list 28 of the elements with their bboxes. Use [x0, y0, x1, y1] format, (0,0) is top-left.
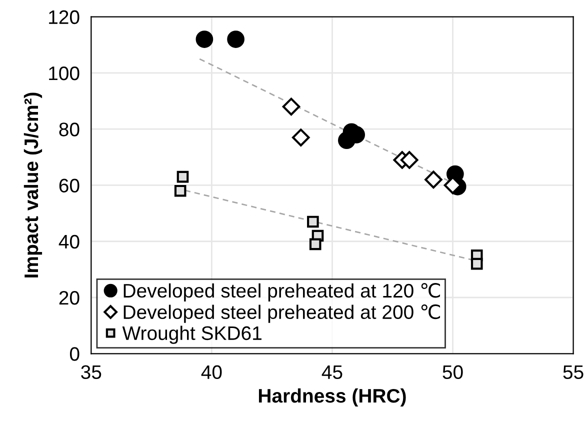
x-tick-label: 45	[322, 365, 342, 380]
y-tick-label: 120	[49, 10, 80, 24]
point	[227, 30, 244, 48]
point	[174, 184, 186, 197]
y-tick-label: 100	[49, 66, 80, 80]
point	[400, 151, 418, 169]
point	[292, 128, 310, 146]
point	[309, 238, 322, 250]
legend-label: Developed steel preheated at 120 ℃	[124, 283, 440, 302]
point	[176, 170, 189, 183]
point	[470, 258, 483, 270]
x-tick-label: 55	[563, 365, 584, 380]
legend-label: Developed steel preheated at 200 ℃	[124, 304, 440, 323]
x-tick-label: 50	[442, 365, 463, 380]
x-tick-label: 40	[201, 365, 222, 380]
point	[282, 98, 300, 116]
point	[307, 216, 319, 228]
x-axis-title: Hardness (HRC)	[258, 388, 406, 407]
y-axis-title: Impact value (J/cm²)	[24, 92, 42, 278]
y-tick-label: 60	[59, 178, 80, 192]
point	[196, 30, 214, 48]
y-tick-label: 40	[58, 234, 80, 249]
x-tick-label: 35	[81, 365, 102, 380]
y-tick-label: 80	[59, 122, 80, 136]
legend-label: Wrought SKD61	[122, 326, 262, 344]
y-tick-label: 0	[70, 347, 80, 361]
point	[424, 170, 442, 189]
y-tick-label: 20	[59, 290, 80, 305]
